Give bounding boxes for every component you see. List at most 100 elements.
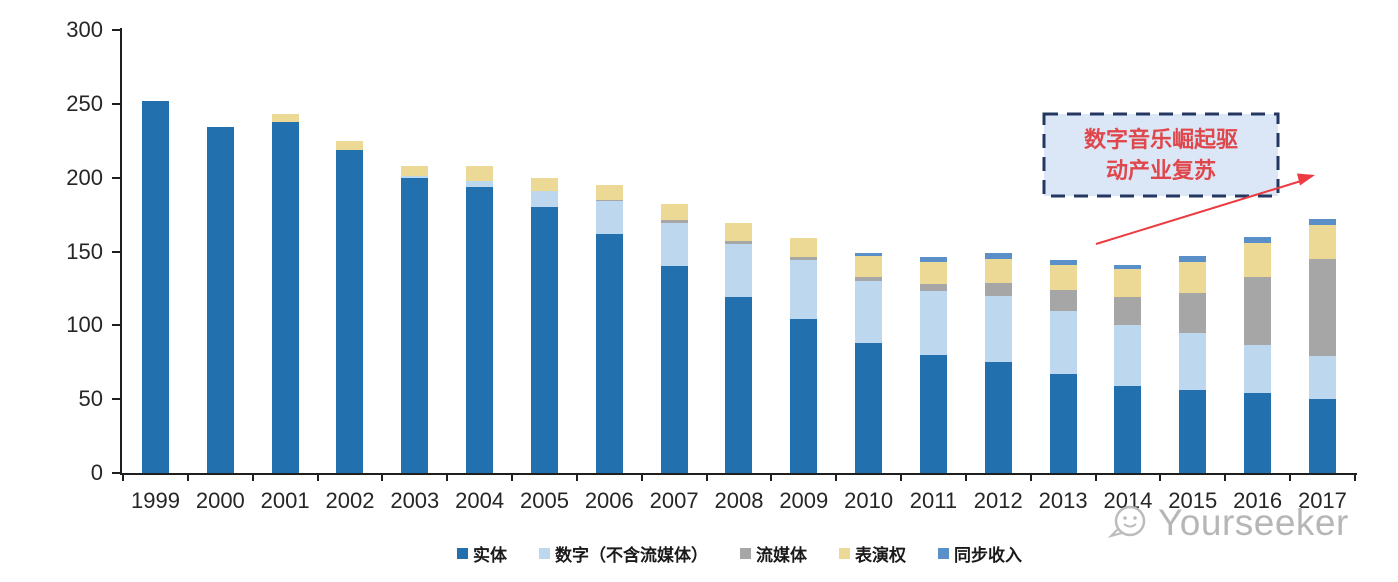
x-tick-label: 2002: [325, 488, 375, 513]
bar-segment: [1114, 264, 1142, 270]
bar-segment: [984, 362, 1012, 473]
bar-segment: [919, 291, 947, 355]
bar-segment: [1308, 399, 1336, 473]
y-tick: [112, 102, 121, 105]
bar-segment: [725, 297, 753, 473]
x-tick: [575, 475, 578, 481]
x-tick-label: 2008: [714, 488, 764, 513]
x-tick: [1353, 475, 1356, 481]
bar-segment: [984, 252, 1012, 259]
bar-segment: [530, 177, 558, 191]
legend-label: 数字（不含流媒体）: [555, 546, 708, 565]
bar-segment: [660, 220, 688, 224]
bar-segment: [206, 127, 234, 473]
y-tick: [112, 176, 121, 179]
bar-segment: [1244, 276, 1272, 345]
legend: 实体 数字（不含流媒体） 流媒体 表演权 同步收入: [122, 541, 1357, 566]
bar-segment: [271, 121, 299, 473]
x-tick: [186, 475, 189, 481]
bar-segment: [142, 100, 169, 473]
legend-swatch-icon: [457, 548, 468, 559]
watermark: Yourseeker: [1106, 502, 1349, 544]
bar-segment: [1179, 332, 1207, 391]
bar-segment: [1308, 258, 1336, 357]
bar-segment: [1179, 255, 1207, 262]
bar-segment: [1114, 297, 1142, 326]
x-tick-label: 2009: [779, 488, 829, 513]
x-axis-line: [120, 473, 1357, 475]
bar-segment: [1308, 356, 1336, 400]
x-tick: [446, 475, 449, 481]
annotation-line-1: 数字音乐崛起驱: [1083, 127, 1238, 152]
legend-swatch-icon: [740, 548, 751, 559]
y-tick: [112, 29, 121, 31]
x-tick: [1224, 475, 1227, 481]
bar-segment: [790, 260, 818, 320]
bar-segment: [919, 257, 947, 262]
bar-segment: [1114, 325, 1142, 386]
x-tick-label: 2000: [195, 488, 245, 513]
bar-segment: [660, 266, 688, 473]
y-tick: [112, 398, 121, 401]
x-tick-label: 1999: [131, 488, 180, 513]
x-tick-label: 2017: [1297, 488, 1347, 513]
bar-segment: [401, 165, 429, 177]
x-tick: [251, 475, 254, 481]
bar-segment: [466, 165, 494, 181]
bar-segment: [336, 149, 364, 473]
bar-segment: [855, 343, 883, 473]
y-tick: [112, 324, 121, 327]
legend-label: 流媒体: [756, 546, 807, 565]
bar-segment: [595, 201, 623, 234]
bar-segment: [660, 204, 688, 221]
x-tick: [900, 475, 903, 481]
bar-segment: [1179, 390, 1207, 473]
bar-segment: [1114, 385, 1142, 473]
y-tick: [112, 472, 121, 474]
y-tick: [112, 250, 121, 253]
legend-item: 流媒体: [740, 541, 807, 566]
bar-segment: [855, 281, 883, 344]
bar-segment: [919, 261, 947, 284]
bar-segment: [1244, 236, 1272, 243]
watermark-text: Yourseeker: [1158, 502, 1349, 543]
bar-segment: [1049, 289, 1077, 311]
legend-label: 同步收入: [954, 546, 1022, 565]
bar-segment: [466, 180, 494, 187]
x-tick-label: 2007: [649, 488, 699, 513]
x-tick: [705, 475, 708, 481]
bar-segment: [595, 233, 623, 473]
x-tick: [770, 475, 773, 481]
bar-segment: [1114, 269, 1142, 298]
x-tick: [1289, 475, 1292, 481]
y-tick-label: 300: [66, 17, 103, 42]
bar-segment: [1244, 393, 1272, 473]
x-tick-label: 2013: [1038, 488, 1088, 513]
bar-segment: [530, 207, 558, 473]
bar-segment: [660, 223, 688, 267]
x-tick: [511, 475, 514, 481]
legend-item: 表演权: [839, 541, 906, 566]
y-tick-label: 0: [90, 460, 103, 485]
x-tick: [316, 475, 319, 481]
x-tick-label: 2006: [584, 488, 634, 513]
legend-swatch-icon: [938, 548, 949, 559]
bar-segment: [1308, 224, 1336, 259]
x-tick: [964, 475, 967, 481]
x-tick-label: 2001: [260, 488, 310, 513]
bar-segment: [401, 176, 429, 178]
bar-segment: [984, 282, 1012, 296]
bar-segment: [530, 190, 558, 208]
bar-segment: [1049, 374, 1077, 473]
bar-segment: [1308, 219, 1336, 225]
bar-segment: [401, 177, 429, 473]
bar-segment: [725, 241, 753, 245]
x-tick-label: 2015: [1168, 488, 1218, 513]
annotation-arrow-head-icon: [1297, 173, 1315, 186]
bar-segment: [1049, 310, 1077, 375]
bar-segment: [595, 199, 623, 202]
y-tick-label: 100: [66, 312, 103, 338]
y-tick-label: 200: [66, 164, 103, 190]
x-tick: [381, 475, 384, 481]
